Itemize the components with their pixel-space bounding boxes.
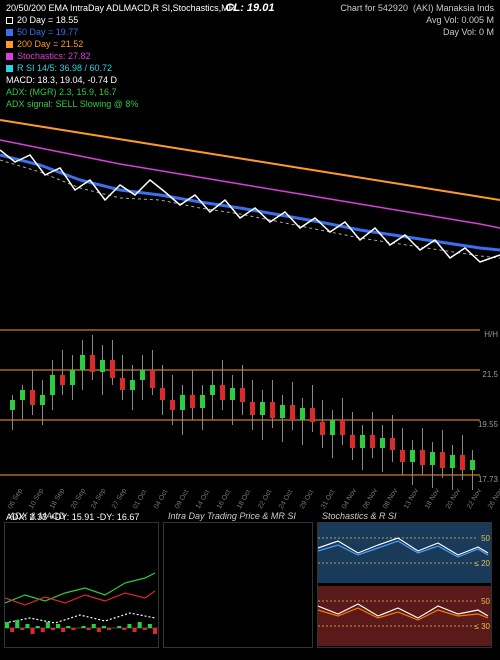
- candlestick-chart: H/H 21.5 19.55 17.73 06 Sep10 Sep18 Sep2…: [0, 300, 500, 510]
- price-level-4: 17.73: [478, 475, 498, 484]
- price-level-2: 21.5: [482, 370, 498, 379]
- hdr-topline: 20/50/200 EMA IntraDay ADLMACD,R SI,Stoc…: [6, 2, 235, 14]
- svg-text:50: 50: [481, 534, 490, 543]
- svg-text:≤ 30: ≤ 30: [474, 622, 490, 631]
- svg-text:50: 50: [481, 597, 490, 606]
- ema-line-chart: [0, 100, 500, 290]
- svg-text:≤ 20: ≤ 20: [474, 559, 490, 568]
- header-left: 20/50/200 EMA IntraDay ADLMACD,R SI,Stoc…: [6, 2, 235, 110]
- header-right: Chart for 542920 (AKI) Manaksia Inds Avg…: [340, 2, 494, 38]
- stochastics-rsi-panel: Stochastics & R SI 50≤ 2050≤ 30: [317, 522, 492, 648]
- adx-macd-panel: ADX & MACD: [4, 522, 159, 648]
- intraday-panel: Intra Day Trading Price & MR SI: [163, 522, 313, 648]
- price-level-1: H/H: [484, 330, 498, 339]
- adx-subtitle: ADX: 2.33 +DY: 15.91 -DY: 16.67: [6, 512, 139, 522]
- lower-indicator-row: ADX & MACD Intra Day Trading Price & MR …: [0, 520, 500, 650]
- price-level-3: 19.55: [478, 420, 498, 429]
